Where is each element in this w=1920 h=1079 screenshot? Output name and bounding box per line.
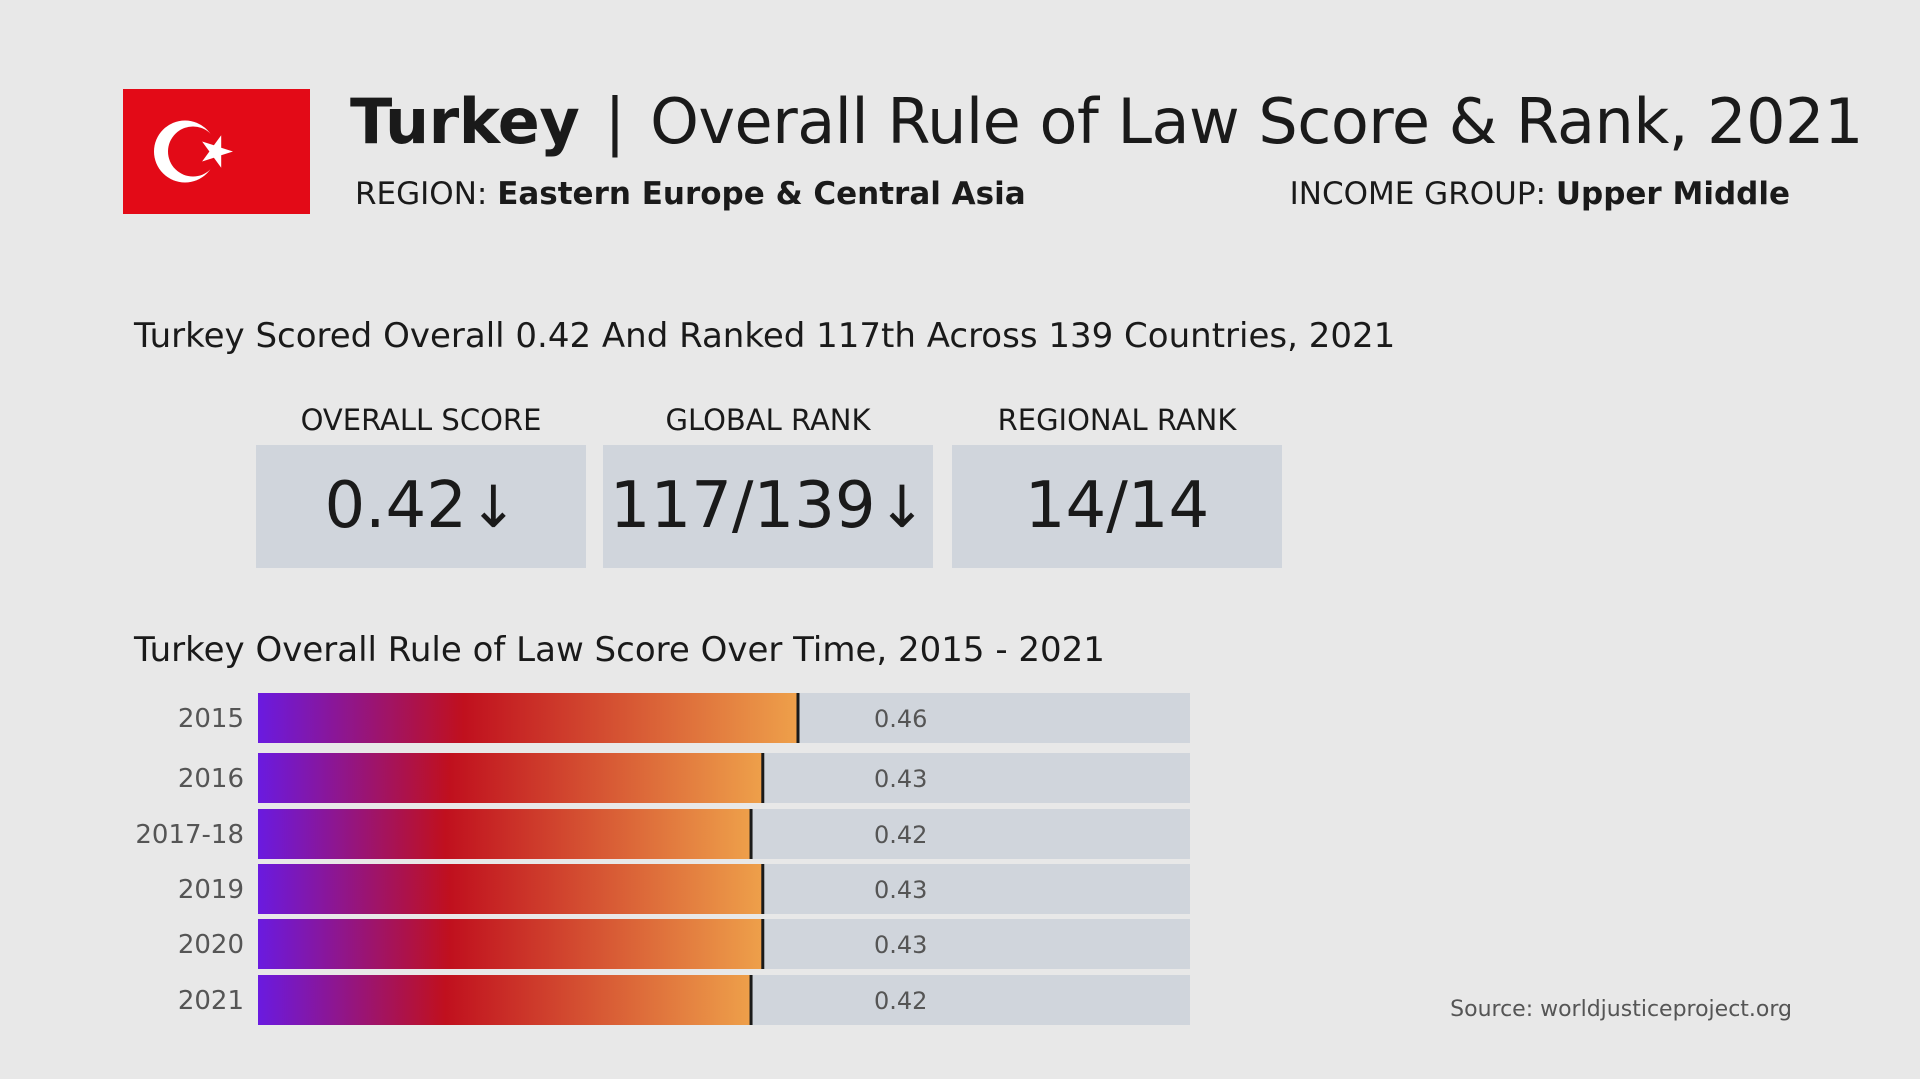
global-rank-label: GLOBAL RANK [665, 403, 871, 437]
category-label: 2016 [178, 764, 244, 794]
source-note: Source: worldjusticeproject.org [1450, 997, 1792, 1022]
page-title: Turkey | Overall Rule of Law Score & Ran… [350, 82, 1863, 162]
overall-score-value: 0.42 [324, 469, 467, 543]
region-info: REGION: Eastern Europe & Central Asia [355, 172, 1026, 216]
overall-score-card: 0.42↓ [256, 445, 586, 568]
regional-rank-card: 14/14 [952, 445, 1282, 568]
region-value: Eastern Europe & Central Asia [497, 176, 1026, 212]
bar-end-marker [761, 919, 765, 969]
global-rank-card: 117/139↓ [603, 445, 933, 568]
summary-text: Turkey Scored Overall 0.42 And Ranked 11… [134, 316, 1396, 356]
overall-score-label: OVERALL SCORE [300, 403, 542, 437]
down-arrow-icon: ↓ [468, 473, 518, 541]
income-info: INCOME GROUP: Upper Middle [1290, 172, 1790, 216]
category-label: 2021 [178, 986, 244, 1016]
category-label: 2020 [178, 930, 244, 960]
regional-rank-label: REGIONAL RANK [997, 403, 1237, 437]
bar-end-marker [761, 864, 765, 914]
crescent-star-icon [123, 89, 310, 214]
bar-2016 [258, 753, 763, 803]
value-label: 0.43 [874, 931, 927, 959]
bar-end-marker [749, 809, 753, 859]
category-label: 2015 [178, 704, 244, 734]
regional-rank-value: 14/14 [1024, 469, 1210, 543]
bar-end-marker [796, 693, 800, 743]
value-label: 0.43 [874, 876, 927, 904]
value-label: 0.42 [874, 987, 927, 1015]
value-label: 0.43 [874, 765, 927, 793]
value-label: 0.46 [874, 705, 927, 733]
category-label: 2017-18 [135, 820, 244, 850]
global-rank-value: 117/139 [609, 469, 876, 543]
turkey-flag [123, 89, 310, 214]
title-text: Overall Rule of Law Score & Rank, 2021 [650, 85, 1863, 158]
bar-2017-18 [258, 809, 752, 859]
bar-2015 [258, 693, 798, 743]
title-separator: | [604, 85, 625, 158]
region-label: REGION: [355, 176, 488, 212]
country-name: Turkey [350, 85, 580, 158]
category-label: 2019 [178, 875, 244, 905]
value-label: 0.42 [874, 821, 927, 849]
bar-2020 [258, 919, 763, 969]
bar-2021 [258, 975, 752, 1025]
income-label: INCOME GROUP: [1289, 176, 1546, 212]
bar-2019 [258, 864, 763, 914]
income-value: Upper Middle [1555, 176, 1790, 212]
bar-end-marker [761, 753, 765, 803]
chart-title: Turkey Overall Rule of Law Score Over Ti… [134, 630, 1105, 670]
bar-end-marker [749, 975, 753, 1025]
down-arrow-icon: ↓ [877, 473, 927, 541]
